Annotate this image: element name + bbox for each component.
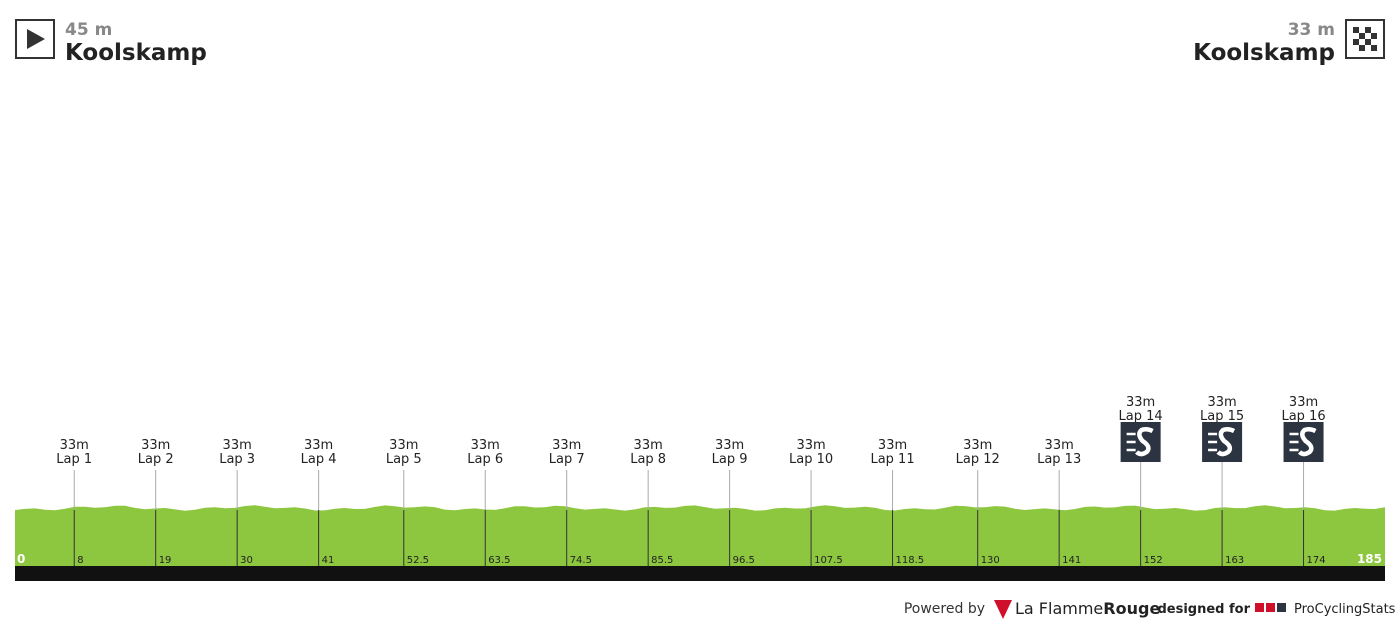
start-icon <box>15 19 55 59</box>
finish-altitude: 33 m <box>1288 20 1335 40</box>
checker-square <box>1353 39 1359 45</box>
finish-flag <box>1353 27 1377 51</box>
km-label: 141 <box>1062 555 1081 566</box>
pcs-badge <box>1266 603 1275 612</box>
checker-square <box>1371 45 1377 51</box>
checker-square <box>1353 27 1359 33</box>
marker-label: Lap 8 <box>630 452 666 467</box>
marker-altitude: 33m <box>1207 395 1236 410</box>
marker-label: Lap 11 <box>870 452 914 467</box>
km-label: 130 <box>981 555 1000 566</box>
marker-altitude: 33m <box>796 438 825 453</box>
footer: Powered by La FlammeRouge designed for P… <box>904 599 1396 619</box>
pcs-name: ProCyclingStats <box>1294 602 1396 617</box>
checker-square <box>1359 45 1365 51</box>
brand: La FlammeRouge <box>1015 599 1160 618</box>
checker-square <box>1359 33 1365 39</box>
marker-label: Lap 6 <box>467 452 503 467</box>
marker-label: Lap 10 <box>789 452 833 467</box>
marker-label: Lap 3 <box>219 452 255 467</box>
km-label: 74.5 <box>570 555 592 566</box>
marker-altitude: 33m <box>141 438 170 453</box>
marker-label: Lap 12 <box>956 452 1000 467</box>
km-label: 96.5 <box>733 555 755 566</box>
km-label: 152 <box>1144 555 1163 566</box>
marker-label: Lap 2 <box>138 452 174 467</box>
marker-altitude: 33m <box>1126 395 1155 410</box>
finish-header: 33 m Koolskamp <box>1193 19 1385 66</box>
finish-name: Koolskamp <box>1193 40 1335 66</box>
checker-square <box>1365 39 1371 45</box>
checker-square <box>1365 27 1371 33</box>
marker-altitude: 33m <box>223 438 252 453</box>
pcs-badge <box>1255 603 1264 612</box>
km-label: 19 <box>159 555 172 566</box>
marker-altitude: 33m <box>963 438 992 453</box>
finish-km: 185 <box>1357 552 1382 566</box>
marker-altitude: 33m <box>471 438 500 453</box>
marker-altitude: 33m <box>60 438 89 453</box>
sprint-icon-s <box>1216 426 1236 457</box>
finish-icon <box>1345 19 1385 59</box>
start-altitude: 45 m <box>65 20 112 40</box>
checker-square <box>1371 33 1377 39</box>
marker-altitude: 33m <box>304 438 333 453</box>
marker-label: Lap 16 <box>1281 409 1325 424</box>
start-km: 0 <box>17 552 25 566</box>
marker-altitude: 33m <box>634 438 663 453</box>
marker-altitude: 33m <box>552 438 581 453</box>
km-label: 118.5 <box>896 555 925 566</box>
start-arrow <box>27 29 45 49</box>
designed-for: designed for <box>1157 602 1250 617</box>
start-name: Koolskamp <box>65 40 207 66</box>
marker-label: Lap 1 <box>56 452 92 467</box>
marker-label: Lap 13 <box>1037 452 1081 467</box>
km-label: 107.5 <box>814 555 843 566</box>
marker-altitude: 33m <box>1289 395 1318 410</box>
start-header: 45 m Koolskamp <box>15 19 207 66</box>
marker-altitude: 33m <box>715 438 744 453</box>
sprint-icon-s <box>1135 426 1154 457</box>
pcs-badge <box>1277 603 1286 612</box>
marker-label: Lap 4 <box>301 452 337 467</box>
base-bar <box>15 566 1385 581</box>
brand-a: La Flamme <box>1015 599 1103 618</box>
km-label: 30 <box>240 555 253 566</box>
km-label: 52.5 <box>407 555 429 566</box>
marker-label: Lap 7 <box>549 452 585 467</box>
sprint-icon-s <box>1297 426 1317 457</box>
km-label: 63.5 <box>488 555 510 566</box>
marker-altitude: 33m <box>389 438 418 453</box>
elevation-area <box>15 505 1385 566</box>
marker-label: Lap 14 <box>1119 409 1163 424</box>
brand-b: Rouge <box>1103 599 1160 618</box>
km-label: 8 <box>77 555 83 566</box>
marker-label: Lap 9 <box>712 452 748 467</box>
marker-altitude: 33m <box>878 438 907 453</box>
marker-altitude: 33m <box>1045 438 1074 453</box>
powered-by: Powered by <box>904 601 985 617</box>
km-label: 41 <box>322 555 335 566</box>
flamme-logo <box>994 600 1012 619</box>
marker-label: Lap 15 <box>1200 409 1244 424</box>
marker-label: Lap 5 <box>386 452 422 467</box>
km-label: 163 <box>1225 555 1244 566</box>
km-label: 85.5 <box>651 555 673 566</box>
km-label: 174 <box>1307 555 1326 566</box>
